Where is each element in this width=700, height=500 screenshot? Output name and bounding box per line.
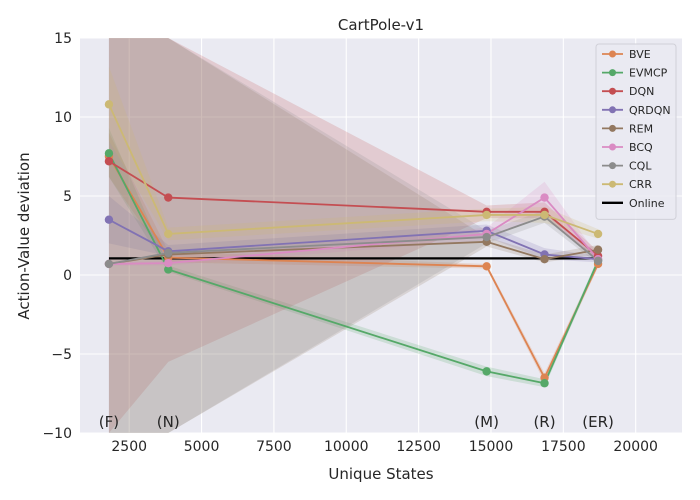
y-tick-label: 15 — [54, 31, 72, 47]
point-bcq — [540, 193, 549, 202]
plot-background — [80, 38, 682, 433]
band-dqn — [108, 38, 599, 433]
y-tick-label: −10 — [42, 426, 72, 442]
legend: BVE EVMCP DQN QRDQN REM BCQ CQL CRR Online — [595, 43, 677, 220]
band-crr — [108, 66, 599, 241]
y-tick-label: 5 — [63, 189, 72, 205]
band-bcq — [108, 181, 599, 266]
point-rem — [540, 255, 549, 264]
x-tick-label: 20000 — [613, 439, 658, 455]
point-qrdqn — [104, 215, 114, 224]
legend-entry: DQN — [629, 85, 654, 98]
annotation-label: (R) — [533, 413, 555, 431]
point-rem — [593, 245, 603, 254]
legend-entry: CRR — [629, 178, 652, 191]
legend-entry: CQL — [629, 160, 652, 173]
legend-marker — [609, 162, 616, 170]
annotations: (F) (N) (M) (R) (ER) — [99, 413, 614, 431]
point-crr — [482, 210, 491, 220]
tick-labels: 2500 5000 7500 10000 12500 15000 17500 20000 −10… — [42, 31, 658, 455]
point-crr — [593, 229, 603, 239]
annotation-label: (F) — [99, 413, 119, 431]
x-tick-label: 5000 — [184, 439, 220, 455]
annotation-label: (N) — [157, 413, 180, 431]
x-tick-label: 17500 — [541, 439, 586, 455]
point-dqn — [164, 193, 173, 202]
x-tick-label: 15000 — [469, 439, 514, 455]
legend-entry: BVE — [629, 48, 651, 61]
band-qrdqn — [108, 196, 599, 263]
annotation-label: (ER) — [582, 413, 614, 431]
legend-entry: BCQ — [629, 141, 653, 154]
annotation-label: (M) — [474, 413, 499, 431]
band-rem — [108, 38, 599, 433]
point-cql — [164, 248, 173, 258]
point-evmcp — [540, 379, 549, 388]
legend-entry: REM — [629, 122, 653, 135]
x-tick-label: 7500 — [256, 439, 292, 455]
band-cql — [108, 38, 599, 433]
x-tick-label: 12500 — [396, 439, 441, 455]
legend-marker — [609, 180, 616, 188]
y-tick-label: 10 — [54, 110, 72, 126]
x-tick-label: 2500 — [111, 439, 147, 455]
legend-marker — [609, 106, 616, 114]
legend-box — [595, 43, 677, 220]
y-tick-label: −5 — [51, 347, 72, 363]
legend-entry: Online — [629, 197, 665, 210]
legend-marker — [609, 87, 616, 95]
point-evmcp — [164, 265, 173, 274]
point-cql — [593, 256, 603, 265]
point-cql — [482, 232, 491, 242]
point-crr — [540, 210, 549, 220]
point-bcq — [164, 258, 173, 268]
point-cql — [104, 259, 114, 269]
x-tick-label: 10000 — [324, 439, 369, 455]
legend-marker — [609, 124, 616, 132]
legend-entry: EVMCP — [629, 67, 668, 80]
point-evmcp — [104, 149, 114, 158]
legend-marker — [609, 143, 616, 151]
point-crr — [104, 100, 114, 109]
y-tick-label: 0 — [63, 268, 72, 284]
point-crr — [164, 229, 173, 239]
legend-marker — [609, 50, 616, 58]
legend-marker — [609, 69, 616, 77]
confidence-bands — [108, 38, 599, 433]
point-bve — [482, 262, 491, 271]
point-evmcp — [482, 367, 491, 376]
x-axis-label: Unique States — [328, 465, 433, 483]
y-axis-label: Action-Value deviation — [15, 152, 33, 319]
point-dqn — [104, 157, 114, 166]
series-markers — [104, 100, 603, 388]
legend-entry: QRDQN — [629, 104, 671, 117]
chart-title: CartPole-v1 — [338, 16, 424, 34]
